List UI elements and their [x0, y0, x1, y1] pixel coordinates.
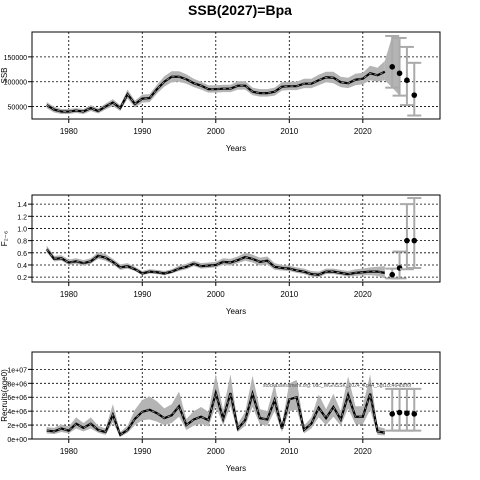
x-tick-label: 2010 [280, 127, 298, 136]
y-axis-label: F₂₋₆ [0, 231, 9, 246]
forecast-point [389, 64, 396, 70]
x-tick-label: 2010 [280, 290, 298, 299]
y-tick-label: 0.8 [17, 239, 27, 246]
x-tick-label: 2020 [354, 127, 372, 136]
confidence-band [46, 245, 385, 279]
y-axis-label: SSB [0, 67, 9, 83]
y-tick-label: 0e+00 [7, 437, 27, 444]
forecast-point [411, 92, 418, 98]
x-tick-label: 1990 [133, 290, 151, 299]
forecast-point [404, 410, 410, 417]
x-tick-label: 1980 [60, 447, 78, 456]
y-tick-label: 4e+06 [7, 409, 27, 416]
y-tick-label: 1.4 [17, 202, 27, 209]
x-axis-label: Years [226, 464, 246, 473]
x-tick-label: 2020 [354, 290, 372, 299]
forecast-point [396, 70, 403, 77]
y-tick-label: 1e+07 [7, 367, 27, 374]
forecast-point [404, 237, 410, 244]
series-dash [46, 71, 386, 112]
y-tick-label: 0.4 [17, 263, 27, 270]
x-tick-label: 2000 [207, 127, 225, 136]
plot-frame [31, 351, 441, 440]
x-tick-label: 2020 [354, 447, 372, 456]
x-tick-label: 2000 [207, 290, 225, 299]
y-tick-label: 2e+06 [7, 423, 27, 430]
y-tick-label: 8e+06 [7, 381, 27, 388]
x-axis-label: Years [226, 144, 246, 153]
forecast-point [389, 271, 396, 278]
series-line [45, 248, 386, 276]
y-axis-label: Recruits(age0) [0, 369, 9, 422]
forecast-point [411, 411, 418, 417]
forecast-point [396, 409, 403, 416]
y-tick-label: 0.6 [17, 251, 27, 258]
x-axis-label: Years [226, 307, 246, 316]
confidence-band [46, 374, 385, 437]
y-tick-label: 1.2 [17, 214, 27, 221]
panel-recruits: 1980 1990 2000 2010 2020 0e+00 2e+06 4e+06 6e+06… [0, 351, 441, 473]
y-tick-label: 6e+06 [7, 395, 27, 402]
y-tick-label: 50000 [8, 105, 28, 112]
annotation: stockassessment.org: 0dc_WGNSSK_2024_Kp4… [263, 383, 412, 389]
x-tick-label: 1990 [133, 127, 151, 136]
plot-frame [31, 31, 441, 120]
y-tick-label: 0.2 [17, 275, 27, 282]
x-tick-label: 2010 [280, 447, 298, 456]
plot-frame [31, 194, 441, 283]
y-tick-label: 1.0 [17, 226, 27, 233]
x-tick-label: 1980 [60, 290, 78, 299]
x-tick-label: 1990 [133, 447, 151, 456]
x-tick-label: 2000 [207, 447, 225, 456]
panel-f: 1980 1990 2000 2010 2020 0.2 0.4 0.6 0.8 1.0 1.2 1.… [0, 194, 441, 316]
forecast-point [404, 77, 410, 84]
chart-title: SSB(2027)=Bpa [188, 2, 292, 18]
forecast-point [411, 237, 418, 244]
series-dash [46, 391, 385, 436]
y-tick-label: 100000 [4, 80, 27, 87]
x-tick-label: 1980 [60, 127, 78, 136]
y-tick-label: 150000 [4, 55, 27, 62]
panel-ssb: 1980 1990 2000 2010 2020 50000 100000 150000 Yea… [0, 31, 441, 153]
forecast-point [389, 411, 396, 417]
